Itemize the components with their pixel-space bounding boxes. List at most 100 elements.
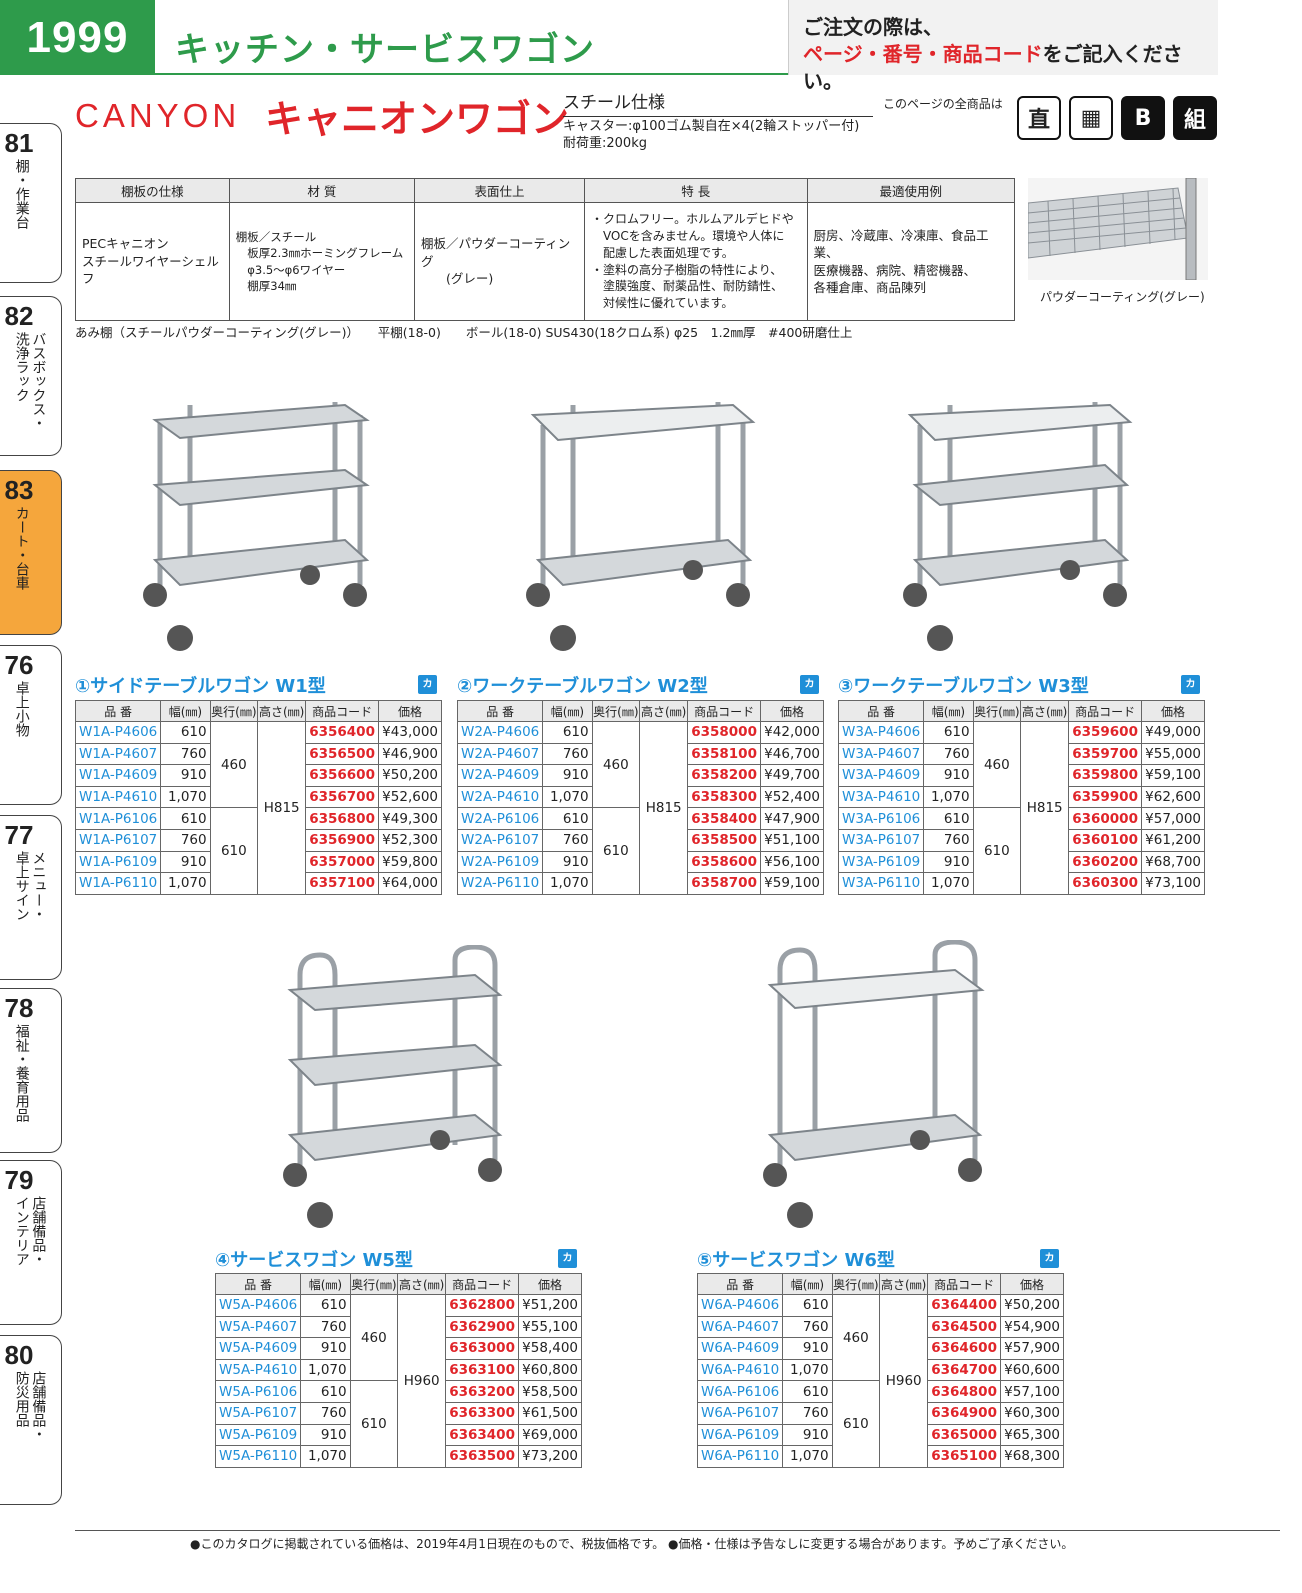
side-tab-77[interactable]: 77 メニュー・ 卓上サイン xyxy=(0,815,62,980)
product-code: 6358100 xyxy=(687,742,761,766)
item-price: ¥57,000 xyxy=(1140,807,1206,830)
item-code: W1A-P4610 xyxy=(74,785,162,809)
item-height: H815 xyxy=(257,721,307,895)
side-tab-78[interactable]: 78 福祉・養育用品 xyxy=(0,988,62,1153)
item-code: W6A-P6106 xyxy=(696,1380,784,1403)
table-row: W3A-P4607 760 6359700 ¥55,000 xyxy=(837,742,1206,766)
item-width: 760 xyxy=(160,742,211,766)
side-tab-80[interactable]: 80 店舗備品・ 防災用品 xyxy=(0,1335,62,1505)
spec-load: 耐荷重:200kg xyxy=(563,135,647,151)
product-code: 6365000 xyxy=(927,1423,1001,1447)
item-width: 1,070 xyxy=(923,872,974,895)
item-depth: 610 xyxy=(591,807,641,895)
side-tab-79[interactable]: 79 店舗備品・ インテリア xyxy=(0,1160,62,1325)
table-header: 奥行(㎜) xyxy=(591,700,641,722)
product-code: 6358000 xyxy=(687,721,761,744)
product-title: ④サービスワゴン W5型 xyxy=(215,1250,413,1271)
item-code: W5A-P6110 xyxy=(214,1445,302,1468)
table-row: W2A-P4610 1,070 6358300 ¥52,400 xyxy=(456,785,825,809)
table-row: W2A-P6110 1,070 6358700 ¥59,100 xyxy=(456,872,825,895)
product-code: 6364600 xyxy=(927,1337,1001,1360)
item-width: 910 xyxy=(300,1337,351,1360)
spec-table: 棚板の仕様 材 質 表面仕上 特 長 最適使用例 PECキャニオン スチールワイ… xyxy=(75,178,1016,321)
item-code: W2A-P6107 xyxy=(456,828,544,852)
product-code: 6363500 xyxy=(445,1445,519,1468)
side-tab-number: 77 xyxy=(4,820,34,850)
item-code: W3A-P4607 xyxy=(837,742,925,766)
item-width: 1,070 xyxy=(923,785,974,809)
item-price: ¥49,300 xyxy=(377,807,443,830)
item-code: W2A-P4610 xyxy=(456,785,544,809)
table-row: W5A-P6110 1,070 6363500 ¥73,200 xyxy=(214,1445,583,1468)
side-tab-label: 店舗備品・ xyxy=(30,1371,47,1441)
side-tab-81[interactable]: 81 棚・作業台 xyxy=(0,123,62,283)
product-table: 品 番幅(㎜) 奥行(㎜) 高さ(㎜) 商品コード 価格 W6A-P4606 610 460 H… xyxy=(696,1273,1065,1468)
table-header: 幅(㎜) xyxy=(542,700,593,722)
item-depth: 610 xyxy=(831,1380,881,1468)
table-header: 幅(㎜) xyxy=(160,700,211,722)
item-code: W5A-P4606 xyxy=(214,1294,302,1317)
item-code: W6A-P4607 xyxy=(696,1315,784,1339)
table-header: 奥行(㎜) xyxy=(209,700,259,722)
item-price: ¥56,100 xyxy=(759,850,825,874)
spec-material: 棚板／スチール 板厚2.3㎜ホーミングフレーム φ3.5〜φ6ワイヤー 棚厚34… xyxy=(228,202,415,321)
catalog-tag-icon: カタ xyxy=(800,675,819,709)
item-code: W6A-P6109 xyxy=(696,1423,784,1447)
catalog-tag-icon: カタ xyxy=(418,675,437,709)
product-code: 6364800 xyxy=(927,1380,1001,1403)
item-price: ¥51,200 xyxy=(517,1294,583,1317)
item-width: 610 xyxy=(782,1294,833,1317)
table-row: W1A-P4607 760 6356500 ¥46,900 xyxy=(74,742,443,766)
spec-features: ・クロムフリー。ホルムアルデヒドや VOCを含みません。環境や人体に 配慮した表… xyxy=(583,202,808,321)
item-price: ¥43,000 xyxy=(377,721,443,744)
item-price: ¥47,900 xyxy=(759,807,825,830)
item-width: 610 xyxy=(160,807,211,830)
product-code: 6363100 xyxy=(445,1358,519,1382)
product-code: 6359600 xyxy=(1068,721,1142,744)
wagon-w6-photo xyxy=(763,940,985,1228)
product-code: 6363200 xyxy=(445,1380,519,1403)
table-row: W6A-P6110 1,070 6365100 ¥68,300 xyxy=(696,1445,1065,1468)
item-depth: 460 xyxy=(209,720,259,809)
item-width: 910 xyxy=(160,850,211,874)
item-width: 910 xyxy=(542,850,593,874)
table-row: W5A-P4607 760 6362900 ¥55,100 xyxy=(214,1315,583,1339)
spec-finish: 棚板／パウダーコーティング (グレー) xyxy=(413,202,585,321)
spec-title: スチール仕様 xyxy=(563,92,873,118)
item-width: 1,070 xyxy=(542,785,593,809)
item-code: W1A-P6110 xyxy=(74,872,162,895)
item-price: ¥46,900 xyxy=(377,742,443,766)
table-header: 高さ(㎜) xyxy=(639,700,689,722)
table-header: 高さ(㎜) xyxy=(257,700,307,722)
table-row: W2A-P4606 610 460 H815 6358000 ¥42,000 xyxy=(456,720,825,895)
item-code: W6A-P6110 xyxy=(696,1445,784,1468)
item-depth: 610 xyxy=(209,807,259,895)
side-tab-number: 76 xyxy=(4,650,34,680)
table-row: W3A-P4606 610 460 H815 6359600 ¥49,000 xyxy=(837,720,1206,895)
side-tab-label-2: インテリア xyxy=(13,1196,30,1266)
item-code: W5A-P4609 xyxy=(214,1337,302,1360)
item-code: W2A-P4609 xyxy=(456,764,544,787)
item-price: ¥60,300 xyxy=(999,1401,1065,1425)
product-code: 6358500 xyxy=(687,828,761,852)
side-tab-83[interactable]: 83 カート・台車 xyxy=(0,470,62,635)
product-title: ③ワークテーブルワゴン W3型 xyxy=(838,676,1089,697)
table-header: 価格 xyxy=(759,700,825,722)
table-header: 価格 xyxy=(377,700,443,722)
all-products-note: このページの全商品は xyxy=(883,97,1003,111)
spec-header-shelf: 棚板の仕様 xyxy=(75,178,230,203)
side-tab-label: 卓上小物 xyxy=(13,681,30,737)
side-tab-82[interactable]: 82 バスボックス・ 洗浄ラック xyxy=(0,296,62,456)
item-price: ¥60,600 xyxy=(999,1358,1065,1382)
side-tab-label-2: 卓上サイン xyxy=(13,851,30,921)
item-code: W2A-P6110 xyxy=(456,872,544,895)
product-table: 品 番幅(㎜) 奥行(㎜) 高さ(㎜) 商品コード 価格 W1A-P4606 610 460 H… xyxy=(74,700,443,895)
item-width: 610 xyxy=(542,807,593,830)
item-height: H960 xyxy=(879,1294,929,1468)
table-header: 高さ(㎜) xyxy=(879,1273,929,1295)
side-tab-76[interactable]: 76 卓上小物 xyxy=(0,645,62,805)
page-number: 1999 xyxy=(0,0,155,75)
item-code: W5A-P6106 xyxy=(214,1380,302,1403)
table-header: 幅(㎜) xyxy=(923,700,974,722)
item-code: W5A-P4607 xyxy=(214,1315,302,1339)
